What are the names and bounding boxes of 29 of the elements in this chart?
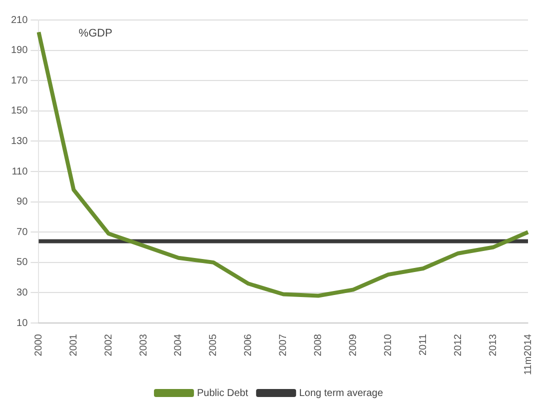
y-tick-label: 190 [10, 45, 28, 56]
x-tick-label: 2008 [313, 334, 324, 356]
x-tick-label: 2011 [418, 334, 429, 356]
x-tick-label: 2007 [278, 334, 290, 356]
y-tick-label: 30 [16, 287, 28, 298]
y-tick-label: 210 [10, 14, 28, 26]
y-tick-label: 90 [16, 196, 28, 208]
x-tick-label: 2005 [208, 334, 220, 356]
y-tick-label: 170 [10, 75, 28, 86]
x-tick-label: 2009 [348, 334, 359, 356]
x-tick-label: 2000 [33, 334, 44, 356]
y-tick-label: 110 [12, 166, 28, 178]
x-tick-label: 2013 [488, 334, 499, 356]
x-tick-label: 11m2014 [522, 334, 534, 376]
annotation: %GDP [78, 28, 112, 40]
y-tick-label: 10 [16, 318, 28, 329]
x-tick-label: 2001 [68, 334, 80, 356]
x-tick-label: 2006 [243, 334, 254, 356]
x-tick-label: 2010 [382, 334, 394, 356]
x-tick-label: 2004 [173, 334, 184, 356]
y-tick-label: 130 [10, 136, 28, 147]
y-tick-label: 150 [10, 106, 28, 117]
x-tick-label: 2012 [452, 334, 464, 356]
x-tick-label: 2002 [103, 334, 114, 356]
y-tick-label: 50 [16, 257, 28, 268]
x-tick-label: 2003 [138, 334, 150, 356]
legend-label: Public Debt [196, 388, 248, 399]
y-tick-label: 70 [16, 226, 28, 238]
legend-label: Long term average [299, 388, 384, 399]
